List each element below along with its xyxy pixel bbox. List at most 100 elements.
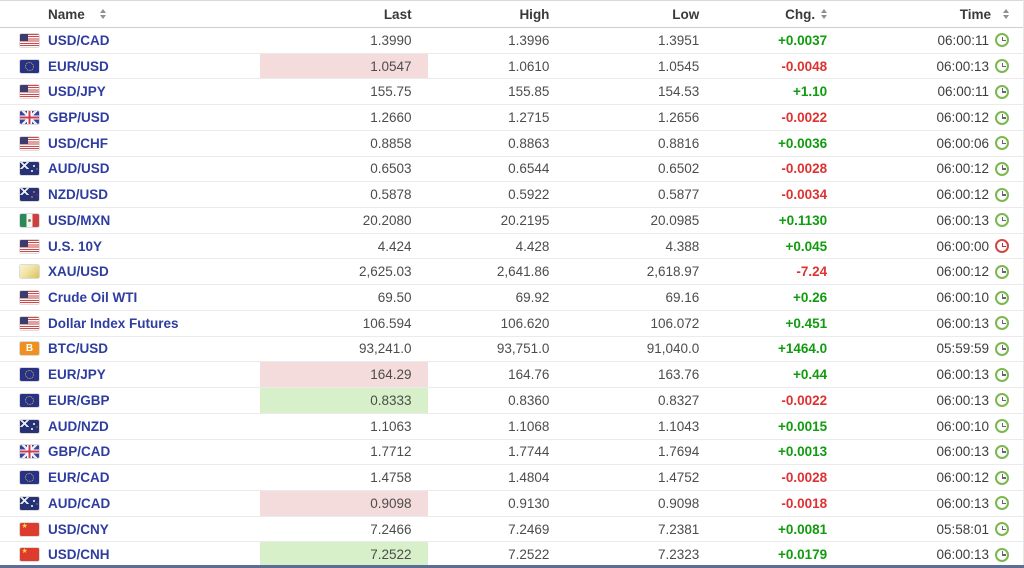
change-value: -0.0018 <box>781 495 828 511</box>
table-row[interactable]: EUR/USD 1.0547 1.0610 1.0545 -0.0048 06:… <box>0 53 1023 80</box>
time-value: 06:00:13 <box>936 367 989 383</box>
instrument-link[interactable]: GBP/USD <box>48 110 110 126</box>
us-flag-icon <box>20 33 39 47</box>
table-row[interactable]: U.S. 10Y 4.424 4.428 4.388 +0.045 06:00:… <box>0 233 1023 260</box>
last-value: 164.29 <box>370 367 412 383</box>
table-row[interactable]: Crude Oil WTI 69.50 69.92 69.16 +0.26 06… <box>0 285 1023 311</box>
high-value: 7.2469 <box>508 521 550 537</box>
instrument-link[interactable]: AUD/USD <box>48 161 110 177</box>
change-value: +0.0081 <box>777 521 828 537</box>
table-row[interactable]: USD/CNY 7.2466 7.2469 7.2381 +0.0081 05:… <box>0 516 1023 543</box>
us-flag-icon <box>20 291 39 305</box>
column-header-low[interactable]: Low <box>575 1 723 27</box>
table-row[interactable]: USD/CNH 7.2522 7.2522 7.2323 +0.0179 06:… <box>0 542 1023 568</box>
table-row[interactable]: AUD/NZD 1.1063 1.1068 1.1043 +0.0015 06:… <box>0 413 1023 440</box>
instrument-link[interactable]: USD/CAD <box>48 32 110 48</box>
time-value: 06:00:12 <box>936 161 989 177</box>
table-row[interactable]: NZD/USD 0.5878 0.5922 0.5877 -0.0034 06:… <box>0 182 1023 209</box>
table-row[interactable]: GBP/USD 1.2660 1.2715 1.2656 -0.0022 06:… <box>0 105 1023 131</box>
instrument-link[interactable]: GBP/CAD <box>48 444 111 460</box>
instrument-link[interactable]: NZD/USD <box>48 187 108 203</box>
instrument-link[interactable]: USD/CNY <box>48 521 109 537</box>
column-label-high: High <box>519 6 550 22</box>
column-header-chg[interactable]: Chg. <box>723 1 853 27</box>
instrument-link[interactable]: AUD/CAD <box>48 495 111 511</box>
instrument-link[interactable]: Crude Oil WTI <box>48 290 138 306</box>
us-flag-icon <box>20 239 39 253</box>
eu-flag-icon <box>20 368 39 382</box>
instrument-link[interactable]: XAU/USD <box>48 264 109 280</box>
time-value: 06:00:13 <box>936 392 989 408</box>
low-value: 154.53 <box>657 84 700 100</box>
column-header-name[interactable]: Name <box>0 1 260 27</box>
column-label-low: Low <box>672 6 700 22</box>
table-row[interactable]: USD/CAD 1.3990 1.3996 1.3951 +0.0037 06:… <box>0 28 1023 54</box>
table-row[interactable]: USD/JPY 155.75 155.85 154.53 +1.10 06:00… <box>0 79 1023 106</box>
change-value: +0.451 <box>785 315 828 331</box>
time-value: 06:00:13 <box>936 495 989 511</box>
high-value: 1.0610 <box>508 58 550 74</box>
clock-icon <box>995 547 1009 562</box>
nz-flag-icon <box>20 188 39 202</box>
eu-flag-icon <box>20 393 39 407</box>
high-value: 0.8360 <box>508 392 550 408</box>
column-header-time[interactable]: Time <box>853 1 1023 27</box>
clock-icon <box>995 33 1009 48</box>
table-row[interactable]: EUR/GBP 0.8333 0.8360 0.8327 -0.0022 06:… <box>0 388 1023 414</box>
instrument-link[interactable]: EUR/JPY <box>48 367 106 383</box>
table-row[interactable]: EUR/CAD 1.4758 1.4804 1.4752 -0.0028 06:… <box>0 465 1023 491</box>
clock-icon <box>995 264 1009 279</box>
instrument-link[interactable]: EUR/CAD <box>48 470 110 486</box>
time-value: 06:00:11 <box>937 32 989 48</box>
instrument-link[interactable]: USD/MXN <box>48 212 111 228</box>
table-row[interactable]: BTC/USD 93,241.0 93,751.0 91,040.0 +1464… <box>0 336 1023 363</box>
gb-flag-icon <box>20 445 39 459</box>
low-value: 106.072 <box>650 315 700 331</box>
low-value: 1.3951 <box>657 32 700 48</box>
last-value: 7.2466 <box>370 521 412 537</box>
instrument-link[interactable]: USD/CNH <box>48 547 110 563</box>
time-value: 06:00:12 <box>936 264 989 280</box>
column-header-high[interactable]: High <box>428 1 576 27</box>
change-value: -0.0028 <box>781 470 828 486</box>
change-value: +0.0179 <box>777 547 828 563</box>
table-row[interactable]: AUD/CAD 0.9098 0.9130 0.9098 -0.0018 06:… <box>0 490 1023 517</box>
low-value: 1.4752 <box>657 470 700 486</box>
clock-icon <box>995 367 1009 382</box>
instrument-link[interactable]: AUD/NZD <box>48 418 109 434</box>
table-row[interactable]: Dollar Index Futures 106.594 106.620 106… <box>0 310 1023 337</box>
table-row[interactable]: USD/MXN 20.2080 20.2195 20.0985 +0.1130 … <box>0 208 1023 234</box>
table-row[interactable]: AUD/USD 0.6503 0.6544 0.6502 -0.0028 06:… <box>0 156 1023 183</box>
table-row[interactable]: XAU/USD 2,625.03 2,641.86 2,618.97 -7.24… <box>0 259 1023 286</box>
instrument-link[interactable]: USD/JPY <box>48 84 106 100</box>
instrument-link[interactable]: EUR/GBP <box>48 392 110 408</box>
instrument-link[interactable]: BTC/USD <box>48 341 108 357</box>
instrument-link[interactable]: EUR/USD <box>48 58 109 74</box>
instrument-link[interactable]: Dollar Index Futures <box>48 315 179 331</box>
last-value: 2,625.03 <box>359 264 412 280</box>
last-value: 1.3990 <box>370 32 412 48</box>
last-value: 4.424 <box>377 238 412 254</box>
table-row[interactable]: EUR/JPY 164.29 164.76 163.76 +0.44 06:00… <box>0 362 1023 389</box>
time-value: 06:00:13 <box>936 547 989 563</box>
time-value: 05:58:01 <box>936 521 989 537</box>
last-value: 0.5878 <box>370 187 412 203</box>
column-header-last[interactable]: Last <box>260 1 428 27</box>
last-value: 1.7712 <box>370 444 412 460</box>
table-body: USD/CAD 1.3990 1.3996 1.3951 +0.0037 06:… <box>0 28 1023 568</box>
instrument-link[interactable]: USD/CHF <box>48 135 108 151</box>
clock-icon <box>995 187 1009 202</box>
table-row[interactable]: GBP/CAD 1.7712 1.7744 1.7694 +0.0013 06:… <box>0 439 1023 466</box>
high-value: 0.6544 <box>508 161 550 177</box>
instrument-link[interactable]: U.S. 10Y <box>48 238 103 254</box>
table-row[interactable]: USD/CHF 0.8858 0.8863 0.8816 +0.0036 06:… <box>0 130 1023 157</box>
high-value: 0.9130 <box>508 495 550 511</box>
mx-flag-icon <box>20 213 39 227</box>
clock-icon <box>995 341 1009 356</box>
low-value: 163.76 <box>657 367 700 383</box>
gb-flag-icon <box>20 111 39 125</box>
high-value: 69.92 <box>515 290 550 306</box>
high-value: 1.4804 <box>508 470 550 486</box>
low-value: 1.7694 <box>657 444 700 460</box>
